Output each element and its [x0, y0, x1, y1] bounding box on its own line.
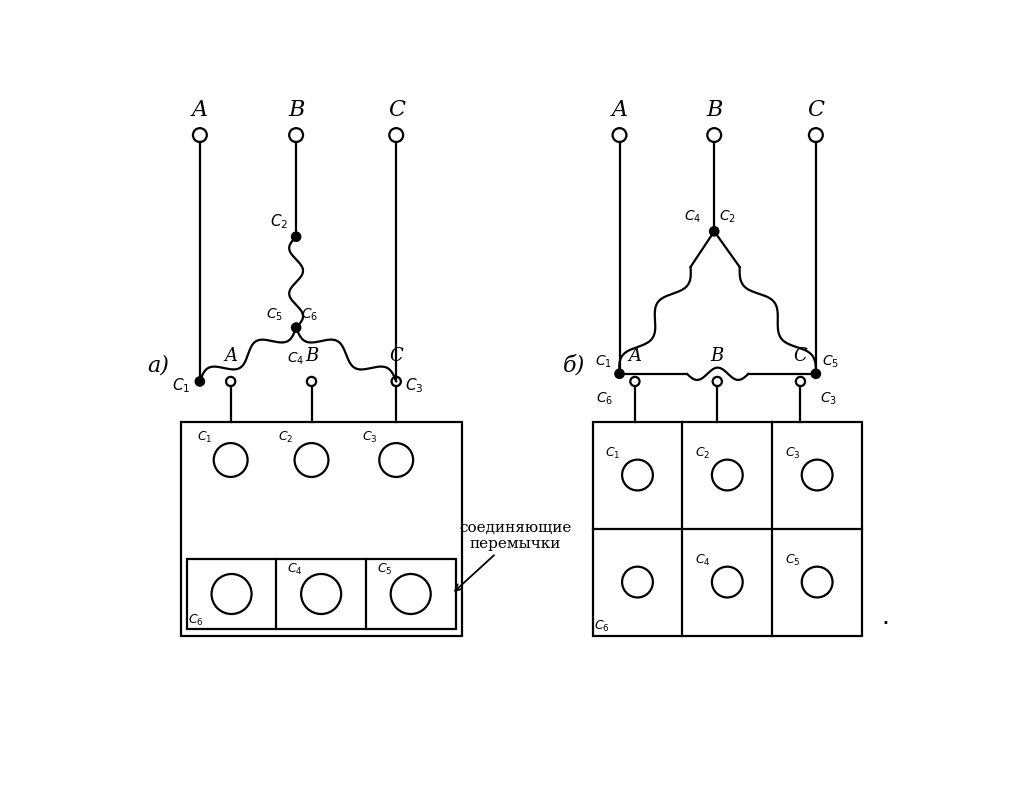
Circle shape — [307, 377, 316, 386]
Text: $C_2$: $C_2$ — [719, 209, 736, 225]
Circle shape — [796, 377, 805, 386]
Text: $C_6$: $C_6$ — [188, 613, 204, 628]
Text: B: B — [305, 347, 318, 364]
Circle shape — [708, 128, 721, 142]
Text: $C_3$: $C_3$ — [819, 390, 837, 407]
Circle shape — [712, 459, 742, 490]
Text: $C_2$: $C_2$ — [695, 446, 711, 461]
Text: C: C — [388, 99, 404, 121]
Text: соединяющие
перемычки: соединяющие перемычки — [456, 520, 571, 591]
Text: б): б) — [563, 355, 586, 376]
Circle shape — [193, 128, 207, 142]
Text: $C_1$: $C_1$ — [172, 376, 190, 394]
Circle shape — [713, 377, 722, 386]
Circle shape — [802, 566, 833, 597]
Circle shape — [289, 128, 303, 142]
Circle shape — [389, 128, 403, 142]
Text: .: . — [882, 605, 889, 630]
Text: $C_4$: $C_4$ — [288, 351, 305, 367]
Circle shape — [379, 443, 413, 477]
Text: $C_6$: $C_6$ — [596, 390, 613, 407]
Text: A: A — [191, 99, 208, 121]
Text: $C_4$: $C_4$ — [694, 553, 711, 568]
Text: B: B — [711, 347, 724, 364]
Bar — [593, 421, 862, 635]
Circle shape — [802, 459, 833, 490]
Circle shape — [612, 128, 627, 142]
Circle shape — [622, 566, 653, 597]
Text: $C_3$: $C_3$ — [406, 376, 424, 394]
Circle shape — [196, 377, 205, 386]
Circle shape — [226, 377, 236, 386]
Circle shape — [292, 323, 301, 332]
Text: $C_5$: $C_5$ — [266, 307, 283, 323]
Circle shape — [292, 232, 301, 242]
Text: $C_3$: $C_3$ — [784, 446, 800, 461]
Text: $C_1$: $C_1$ — [197, 429, 212, 444]
Bar — [180, 421, 462, 635]
Text: A: A — [629, 347, 641, 364]
Circle shape — [614, 369, 625, 379]
Text: C: C — [389, 347, 403, 364]
Circle shape — [631, 377, 640, 386]
Bar — [186, 558, 456, 630]
Text: C: C — [807, 99, 824, 121]
Text: $C_4$: $C_4$ — [287, 562, 303, 577]
Circle shape — [811, 369, 820, 379]
Text: $C_5$: $C_5$ — [822, 353, 839, 370]
Text: $C_4$: $C_4$ — [684, 209, 701, 225]
Text: $C_5$: $C_5$ — [377, 562, 392, 577]
Text: $C_2$: $C_2$ — [278, 429, 293, 444]
Circle shape — [622, 459, 653, 490]
Text: а): а) — [147, 355, 169, 376]
Circle shape — [391, 377, 400, 386]
Circle shape — [712, 566, 742, 597]
Circle shape — [301, 574, 341, 614]
Text: $C_2$: $C_2$ — [270, 211, 289, 230]
Circle shape — [809, 128, 823, 142]
Text: $C_1$: $C_1$ — [595, 353, 611, 370]
Circle shape — [391, 377, 400, 386]
Circle shape — [295, 443, 329, 477]
Text: B: B — [288, 99, 304, 121]
Text: A: A — [224, 347, 238, 364]
Text: $C_6$: $C_6$ — [301, 307, 317, 323]
Circle shape — [212, 574, 252, 614]
Text: $C_6$: $C_6$ — [594, 619, 610, 634]
Text: C: C — [794, 347, 807, 364]
Text: $C_1$: $C_1$ — [605, 446, 621, 461]
Circle shape — [214, 443, 248, 477]
Circle shape — [391, 574, 431, 614]
Text: $C_5$: $C_5$ — [784, 553, 800, 568]
Text: B: B — [706, 99, 722, 121]
Text: $C_3$: $C_3$ — [362, 429, 378, 444]
Text: A: A — [611, 99, 628, 121]
Circle shape — [710, 227, 719, 236]
